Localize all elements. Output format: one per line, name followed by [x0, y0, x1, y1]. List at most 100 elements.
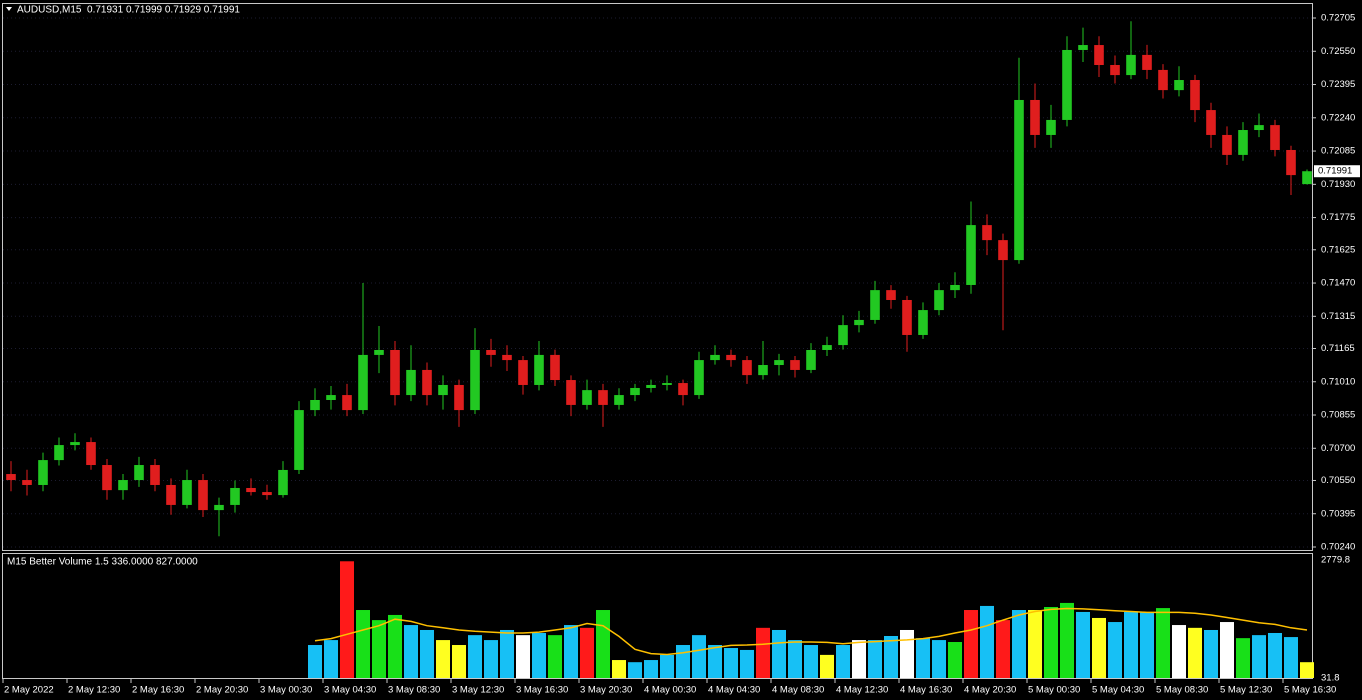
- candle-body: [1014, 99, 1024, 261]
- x-tick-label: 3 May 12:30: [452, 685, 504, 696]
- y-tick-label: 0.71165: [1321, 343, 1355, 354]
- candle-body: [1270, 125, 1280, 150]
- volume-bar: [884, 635, 898, 678]
- volume-bar: [676, 645, 690, 678]
- candle-body: [806, 349, 816, 370]
- candle-body: [934, 290, 944, 311]
- candle-body: [246, 487, 256, 493]
- volume-bar: [804, 645, 818, 678]
- volume-bar: [340, 561, 354, 678]
- candle-body: [182, 480, 192, 505]
- candle-body: [358, 354, 368, 411]
- volume-bar: [788, 640, 802, 678]
- menu-arrow[interactable]: [6, 7, 12, 11]
- volume-bar: [612, 660, 626, 678]
- candle-body: [38, 460, 48, 485]
- volume-bar: [468, 635, 482, 678]
- candle-body: [406, 369, 416, 396]
- candle-body: [998, 240, 1008, 261]
- candle-body: [422, 369, 432, 396]
- candle-body: [54, 445, 64, 461]
- x-tick-label: 2 May 20:30: [196, 685, 248, 696]
- volume-bar: [1300, 662, 1314, 678]
- candle-body: [118, 480, 128, 491]
- volume-bar: [500, 629, 514, 678]
- candle-body: [294, 410, 304, 470]
- y-tick-label: 0.71775: [1321, 212, 1355, 223]
- candle-body: [166, 484, 176, 505]
- candle-body: [630, 387, 640, 396]
- volume-bar: [452, 645, 466, 678]
- price-title: AUDUSD,M15 0.71931 0.71999 0.71929 0.719…: [17, 5, 240, 16]
- candle-body: [438, 384, 448, 396]
- candle-body: [1238, 130, 1248, 155]
- candle-body: [598, 390, 608, 405]
- x-tick-label: 5 May 04:30: [1092, 685, 1144, 696]
- candle-body: [614, 395, 624, 405]
- volume-bar: [372, 620, 386, 678]
- y-tick-label: 0.71315: [1321, 311, 1355, 322]
- volume-panel-frame: [2, 553, 1313, 679]
- x-tick-label: 3 May 00:30: [260, 685, 312, 696]
- volume-bar: [628, 662, 642, 678]
- volume-bar: [324, 640, 338, 678]
- volume-bar: [308, 645, 322, 678]
- volume-bar: [708, 645, 722, 678]
- volume-bar: [1028, 610, 1042, 678]
- y-tick-label: 0.71625: [1321, 244, 1355, 255]
- candle-body: [518, 360, 528, 385]
- candle-body: [262, 492, 272, 496]
- y-tick-label: 0.70550: [1321, 475, 1355, 486]
- volume-bar: [548, 635, 562, 678]
- volume-bar: [948, 642, 962, 678]
- y-tick-label: 0.70395: [1321, 508, 1355, 519]
- volume-bar: [772, 629, 786, 678]
- candle-body: [1302, 171, 1312, 185]
- candle-body: [502, 354, 512, 361]
- volume-bar: [932, 640, 946, 678]
- y-tick-label: 0.72395: [1321, 79, 1355, 90]
- volume-bar: [1124, 611, 1138, 678]
- volume-title: M15 Better Volume 1.5 336.0000 827.0000: [7, 557, 198, 568]
- candle-body: [342, 395, 352, 411]
- candle-body: [310, 399, 320, 411]
- volume-bar: [1156, 608, 1170, 678]
- candle-body: [22, 480, 32, 485]
- candle-body: [1190, 80, 1200, 111]
- volume-bar: [868, 640, 882, 678]
- volume-bar: [900, 629, 914, 678]
- volume-bar: [1220, 622, 1234, 678]
- x-tick-label: 3 May 16:30: [516, 685, 568, 696]
- candle-body: [1286, 149, 1296, 176]
- volume-bar: [660, 654, 674, 678]
- candle-body: [230, 487, 240, 505]
- last-price-label: 0.71991: [1318, 166, 1352, 177]
- volume-bar: [852, 640, 866, 678]
- candle-body: [902, 299, 912, 335]
- y-tick-label: 0.72705: [1321, 13, 1355, 24]
- candle-body: [918, 310, 928, 335]
- candle-body: [326, 395, 336, 400]
- candle-body: [390, 349, 400, 396]
- candle-body: [822, 345, 832, 350]
- candle-body: [1046, 119, 1056, 135]
- candle-body: [198, 480, 208, 511]
- last-price-box: [1314, 165, 1360, 178]
- candle-body: [950, 284, 960, 291]
- candle-body: [854, 319, 864, 326]
- candle-body: [1030, 99, 1040, 135]
- volume-bar: [1172, 625, 1186, 678]
- x-tick-label: 4 May 12:30: [836, 685, 888, 696]
- volume-bar: [516, 635, 530, 678]
- candle-body: [454, 384, 464, 411]
- candle-body: [726, 354, 736, 361]
- x-tick-label: 4 May 08:30: [772, 685, 824, 696]
- y-tick-label: 0.70855: [1321, 410, 1355, 421]
- candle-body: [278, 469, 288, 496]
- volume-bar: [1268, 632, 1282, 678]
- volume-bar: [964, 610, 978, 678]
- candle-body: [102, 465, 112, 491]
- volume-bar: [436, 640, 450, 678]
- volume-bar: [532, 632, 546, 678]
